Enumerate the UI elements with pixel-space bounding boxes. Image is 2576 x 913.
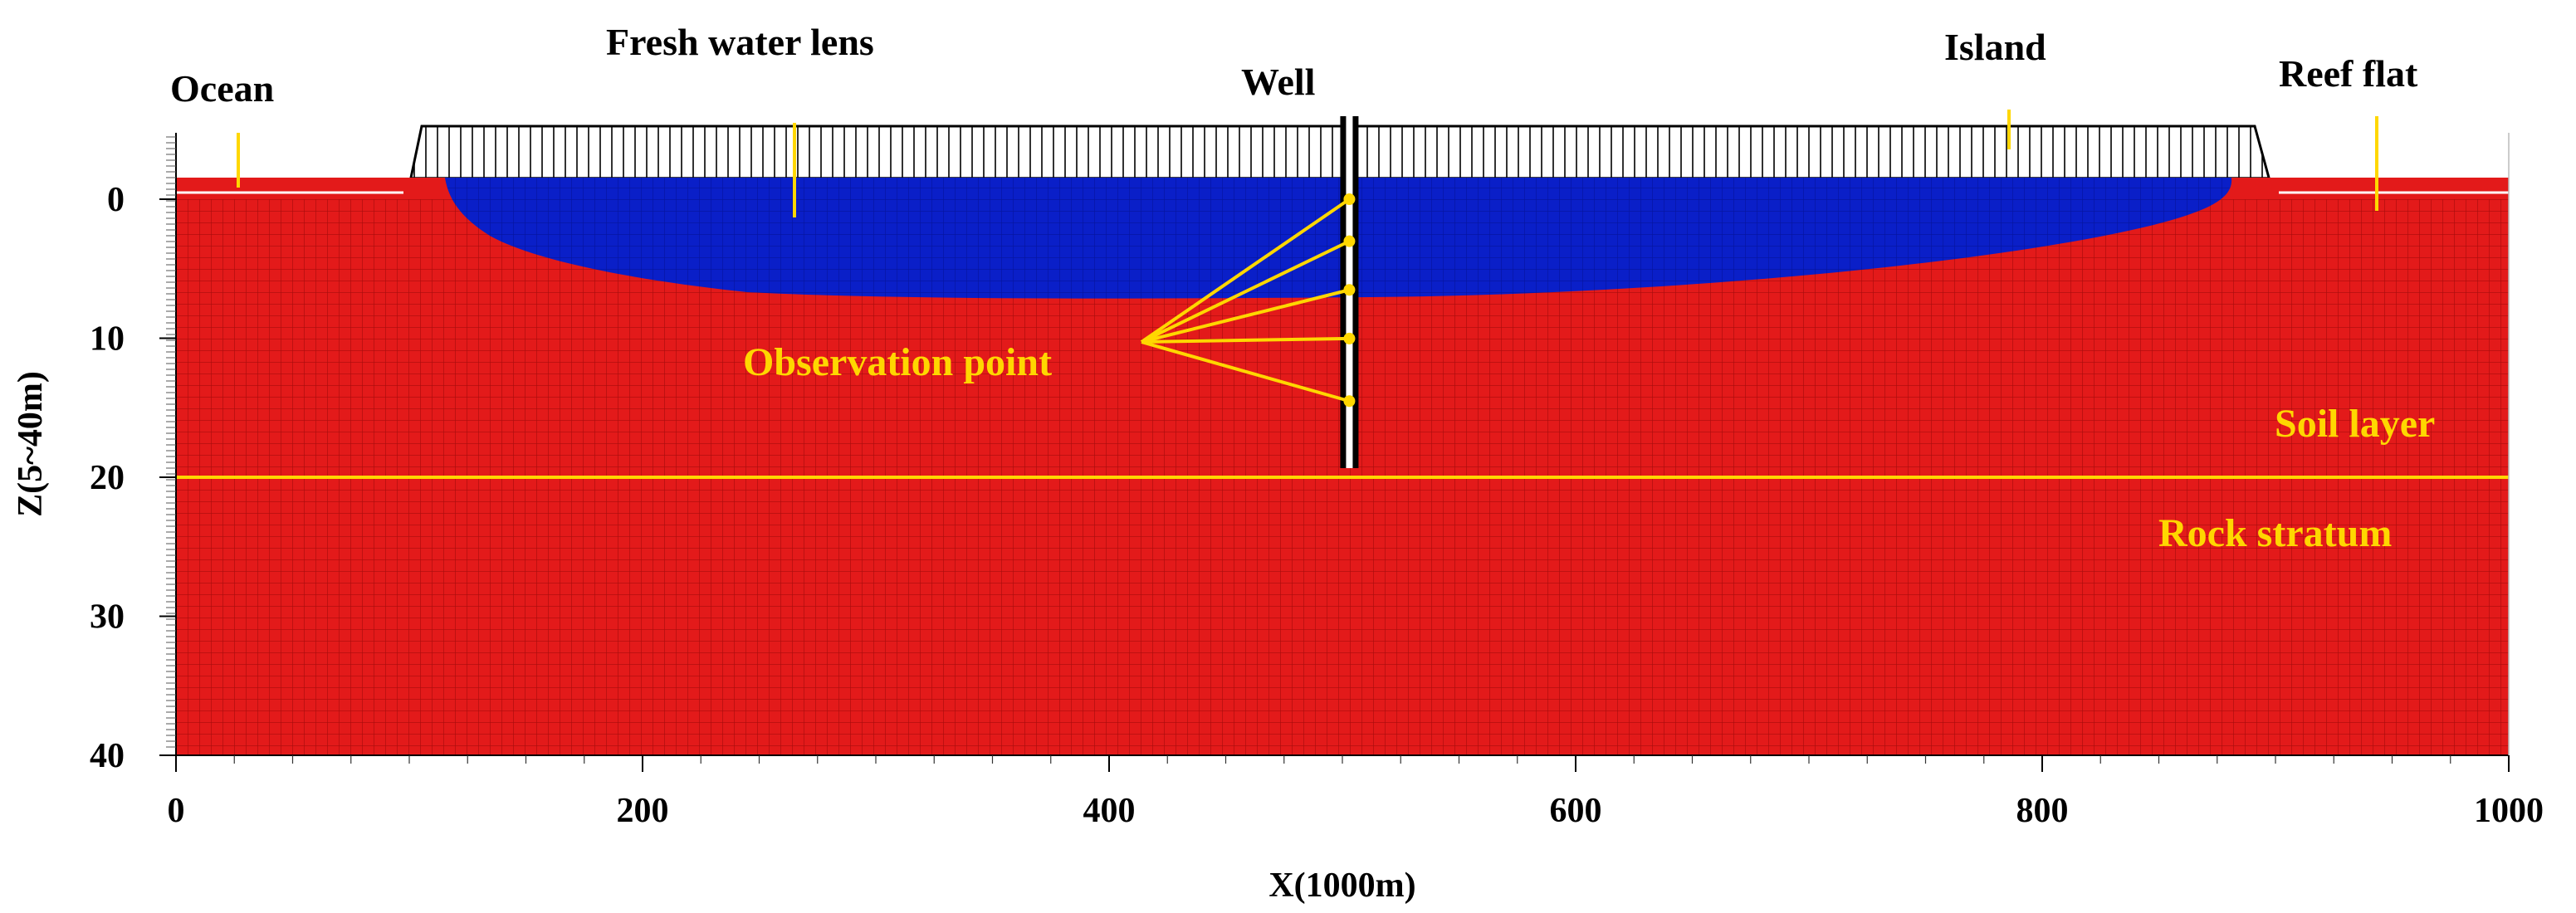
fresh-water-lens-grid: [445, 178, 2232, 299]
rock-stratum-label: Rock stratum: [2158, 511, 2392, 555]
observation-leader: [1141, 239, 1351, 344]
x-tick-label: 0: [168, 792, 185, 830]
y-minor-ticks: [166, 136, 176, 748]
y-tick-label: 10: [90, 320, 125, 359]
well-label: Well: [1241, 61, 1315, 103]
observation-point: [1343, 332, 1356, 344]
x-tick-label: 800: [2016, 792, 2069, 830]
observation-point-label: Observation point: [743, 340, 1052, 384]
y-tick-label: 20: [90, 459, 125, 497]
ocean-label: Ocean: [170, 67, 274, 110]
x-tick-label: 400: [1083, 792, 1136, 830]
y-axis-title: Z(5~40m): [12, 371, 50, 517]
observation-point: [1343, 235, 1356, 247]
x-tick-label: 200: [617, 792, 669, 830]
x-axis-title: X(1000m): [1268, 867, 1415, 905]
x-tick-labels: 0 200 400 600 800 1000: [168, 755, 2544, 830]
observation-point: [1343, 284, 1356, 296]
label-leaders: [237, 110, 2378, 217]
x-minor-ticks: [175, 755, 2510, 764]
soil-layer-label: Soil layer: [2275, 402, 2435, 446]
x-tick-label: 600: [1550, 792, 1602, 830]
island-hatch-area: [411, 126, 2269, 178]
observation-leader: [1141, 340, 1350, 403]
observation-leader: [1141, 336, 1350, 344]
observation-points: [1140, 193, 1356, 408]
reef-flat-label: Reef flat: [2279, 52, 2418, 95]
axes: 0 200 400 600 800 1000 0 10 20 30 40 X(1000m) Z(5…: [12, 133, 2544, 905]
y-tick-label: 30: [90, 598, 125, 637]
x-tick-label: 1000: [2474, 792, 2544, 830]
y-tick-label: 0: [107, 181, 125, 219]
y-tick-labels: 0 10 20 30 40: [90, 181, 176, 775]
observation-leader: [1141, 288, 1350, 344]
observation-leader: [1140, 198, 1351, 344]
observation-point: [1343, 395, 1356, 408]
island-label: Island: [1944, 26, 2046, 68]
observation-point: [1343, 193, 1356, 205]
y-tick-label: 40: [90, 737, 125, 775]
fresh-water-lens-label: Fresh water lens: [606, 21, 874, 63]
